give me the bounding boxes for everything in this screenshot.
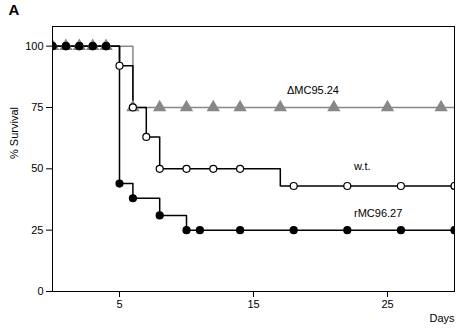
svg-text:15: 15	[247, 298, 259, 310]
svg-text:50: 50	[31, 162, 43, 174]
svg-text:25: 25	[31, 224, 43, 236]
svg-text:Days: Days	[429, 312, 455, 324]
svg-text:w.t.: w.t.	[353, 160, 371, 172]
svg-text:A: A	[9, 1, 20, 18]
svg-text:75: 75	[31, 101, 43, 113]
svg-text:% Survival: % Survival	[8, 107, 20, 159]
svg-text:100: 100	[25, 40, 43, 52]
svg-text:rMC96.27: rMC96.27	[354, 207, 402, 219]
svg-text:0: 0	[37, 285, 43, 297]
svg-text:25: 25	[381, 298, 393, 310]
svg-text:5: 5	[116, 298, 122, 310]
svg-text:ΔMC95.24: ΔMC95.24	[287, 84, 339, 96]
